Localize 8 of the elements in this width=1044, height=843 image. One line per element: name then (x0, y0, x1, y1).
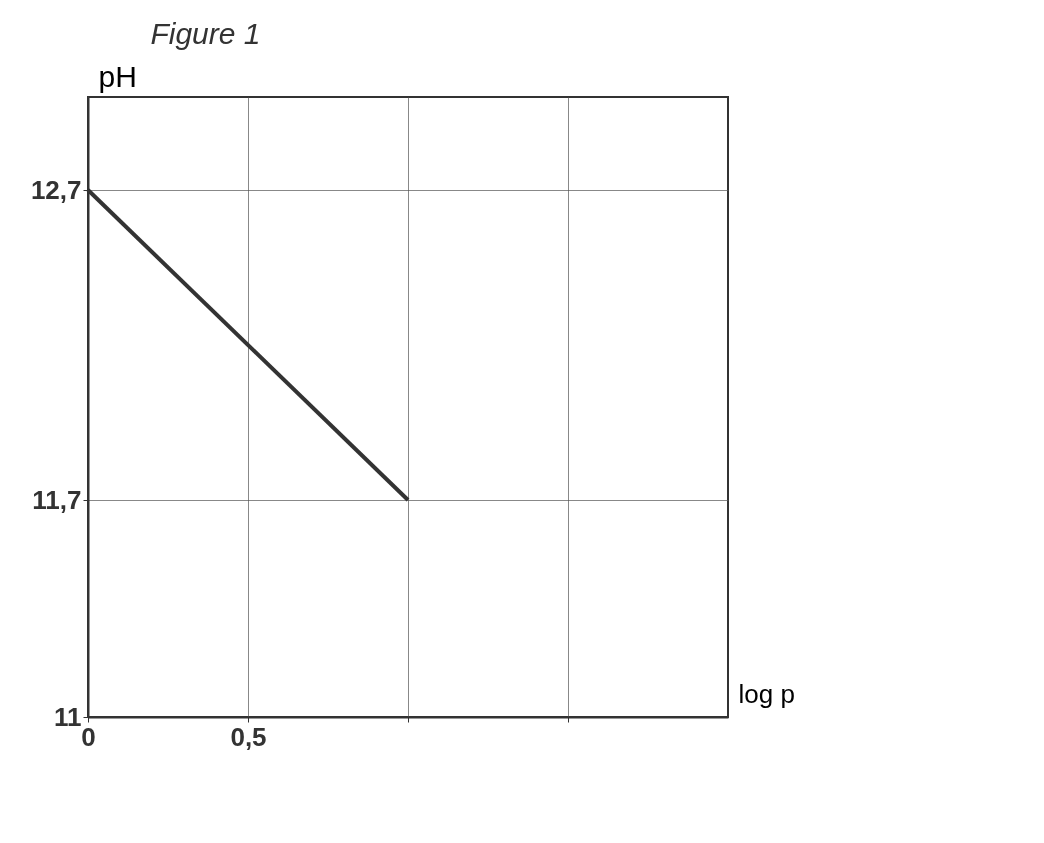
y-tick-label: 11,7 (32, 484, 82, 515)
y-axis-title: pH (98, 59, 137, 93)
x-axis-title: log p (738, 678, 795, 709)
y-tick-label: 12,7 (30, 174, 82, 205)
x-tick-label: 0,5 (230, 721, 267, 752)
y-tick-label: 11 (54, 701, 82, 732)
chart-title: Figure 1 (150, 17, 261, 50)
x-tick-label: 0 (81, 721, 96, 752)
